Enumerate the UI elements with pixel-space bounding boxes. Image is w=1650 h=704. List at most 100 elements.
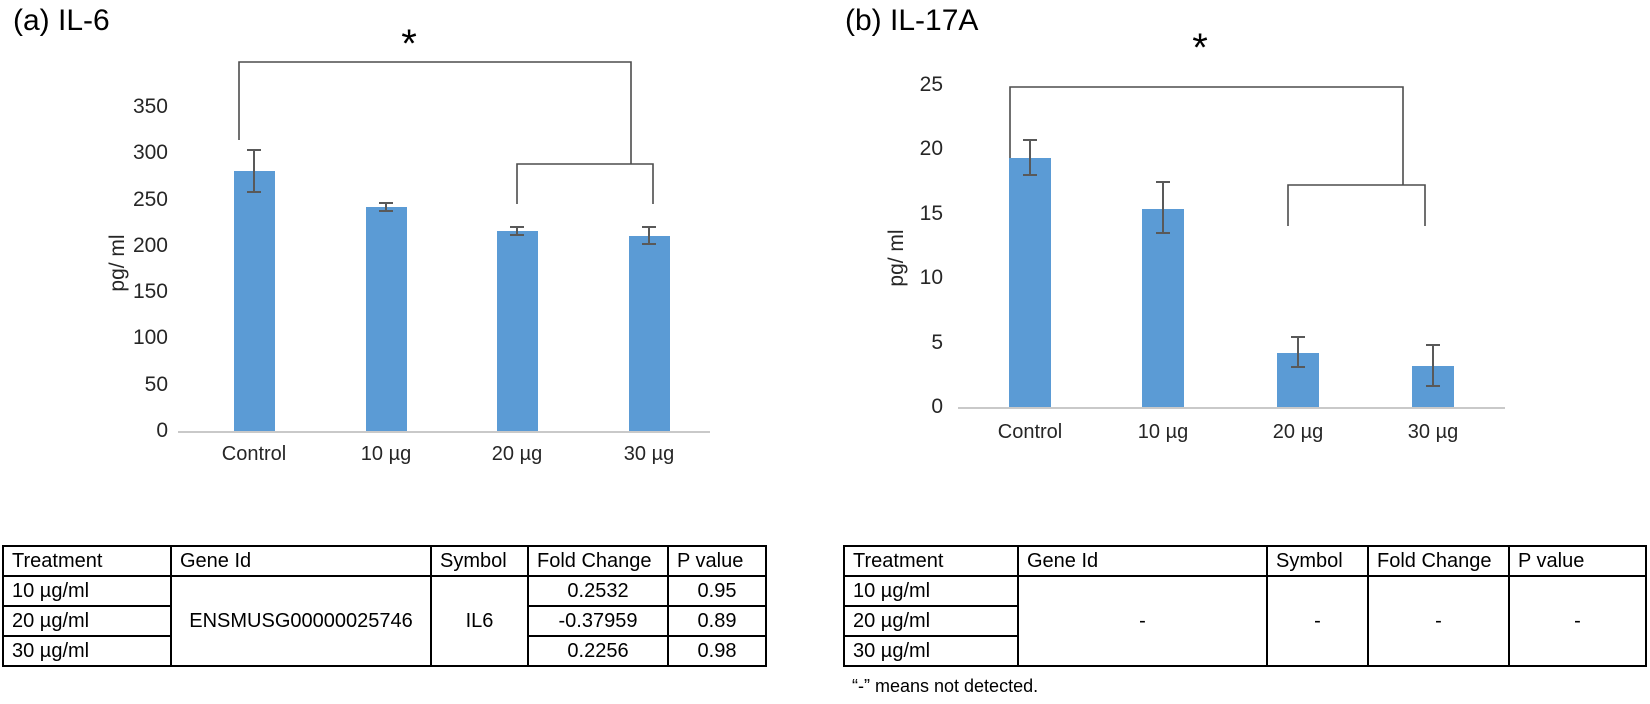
p-value-cell: 0.98 [667, 635, 767, 667]
col-header-symbol: Symbol [1266, 545, 1369, 577]
fold-change-cell: - [1367, 575, 1510, 667]
treatment-cell: 10 µg/ml [843, 575, 1019, 607]
error-bar [648, 227, 650, 244]
gene-id-cell: - [1017, 575, 1268, 667]
col-header-gene-id: Gene Id [170, 545, 432, 577]
error-bar [1432, 345, 1434, 387]
col-header-fold-change: Fold Change [527, 545, 669, 577]
fold-change-cell: 0.2532 [527, 575, 669, 607]
table-row: 10 µg/ml ENSMUSG00000025746 IL6 0.2532 0… [2, 575, 767, 667]
y-tick-label: 5 [931, 330, 943, 354]
significance-bracket-line [1287, 184, 1426, 226]
p-value-cell: 0.95 [667, 575, 767, 607]
error-bar-cap [1426, 385, 1440, 388]
table-header-row: Treatment Gene Id Symbol Fold Change P v… [843, 545, 1647, 577]
error-bar [253, 149, 255, 193]
error-bar-cap [1156, 232, 1170, 235]
significance-bracket-line [516, 163, 654, 204]
y-tick-label: 350 [132, 95, 168, 118]
error-bar [1162, 181, 1164, 234]
x-category-label: 10 µg [360, 443, 412, 465]
significance-bracket-line [1009, 86, 1404, 185]
y-tick-label: 100 [132, 326, 168, 350]
bar [628, 235, 670, 431]
error-bar-cap [1023, 139, 1037, 142]
col-header-symbol: Symbol [430, 545, 529, 577]
y-tick-label: 20 [919, 137, 943, 161]
significance-bracket-line [238, 61, 632, 164]
col-header-treatment: Treatment [843, 545, 1019, 577]
error-bar-cap [1291, 336, 1305, 339]
error-bar-cap [379, 202, 393, 205]
bar [1009, 158, 1051, 407]
x-category-label: 30 µg [623, 443, 675, 465]
y-tick-label: 300 [132, 141, 168, 165]
error-bar-cap [1426, 344, 1440, 347]
symbol-cell: IL6 [430, 575, 529, 667]
p-value-cell: - [1508, 575, 1647, 667]
error-bar-cap [1156, 180, 1170, 183]
bar [1142, 208, 1184, 407]
x-category-label: Control [997, 421, 1063, 443]
y-tick-label: 0 [156, 419, 168, 442]
y-tick-label: 200 [132, 233, 168, 257]
symbol-cell: - [1266, 575, 1369, 667]
treatment-cell: 20 µg/ml [843, 605, 1019, 637]
table-row: 30 µg/ml [843, 635, 1646, 667]
error-bar-cap [247, 191, 261, 194]
col-header-treatment: Treatment [2, 545, 172, 577]
p-value-cell: 0.89 [667, 605, 767, 637]
col-header-fold-change: Fold Change [1367, 545, 1510, 577]
error-bar-cap [1023, 174, 1037, 177]
treatment-cell: 30 µg/ml [2, 635, 172, 667]
gene-id-cell: ENSMUSG00000025746 [170, 575, 432, 667]
error-bar-cap [642, 226, 656, 229]
table-row: 10 µg/ml - - - - [843, 575, 1647, 667]
error-bar-cap [510, 226, 524, 229]
treatment-cell: 20 µg/ml [2, 605, 172, 637]
error-bar-cap [379, 209, 393, 212]
x-category-label: 30 µg [1407, 421, 1459, 443]
il17a-results-table: Treatment Gene Id Symbol Fold Change P v… [843, 545, 1647, 667]
y-tick-label: 10 [919, 266, 943, 290]
bar [233, 170, 275, 431]
x-category-label: 20 µg [1272, 421, 1324, 443]
x-category-label: Control [221, 443, 287, 465]
y-tick-label: 150 [132, 280, 168, 304]
error-bar [516, 227, 518, 235]
x-axis-line [958, 407, 1505, 409]
fold-change-cell: 0.2256 [527, 635, 669, 667]
error-bar [385, 203, 387, 211]
fold-change-cell: -0.37959 [527, 605, 669, 637]
col-header-gene-id: Gene Id [1017, 545, 1268, 577]
table-row: 30 µg/ml 0.2256 0.98 [2, 635, 767, 667]
table-header-row: Treatment Gene Id Symbol Fold Change P v… [2, 545, 767, 577]
error-bar-cap [247, 148, 261, 151]
y-tick-label: 25 [919, 73, 943, 96]
significance-star-b: * [1192, 26, 1208, 70]
col-header-p-value: P value [667, 545, 767, 577]
error-bar-cap [1291, 366, 1305, 369]
x-axis-line [178, 431, 710, 433]
treatment-cell: 30 µg/ml [843, 635, 1019, 667]
panel-b-title: (b) IL-17A [845, 4, 979, 37]
panel-a-title: (a) IL-6 [13, 4, 110, 37]
significance-star-a: * [401, 22, 417, 66]
bar [365, 206, 407, 431]
y-tick-label: 15 [919, 201, 943, 225]
x-category-label: 10 µg [1137, 421, 1189, 443]
error-bar [1297, 337, 1299, 368]
y-tick-label: 250 [132, 187, 168, 211]
error-bar-cap [510, 233, 524, 236]
il6-results-table: Treatment Gene Id Symbol Fold Change P v… [2, 545, 767, 667]
treatment-cell: 10 µg/ml [2, 575, 172, 607]
error-bar [1029, 140, 1031, 176]
error-bar-cap [642, 243, 656, 245]
x-category-label: 20 µg [491, 443, 543, 465]
bar [496, 231, 538, 431]
footnote: “-” means not detected. [852, 676, 1039, 696]
y-tick-label: 50 [144, 372, 168, 396]
table-row: 20 µg/ml [843, 605, 1646, 637]
table-row: 20 µg/ml -0.37959 0.89 [2, 605, 767, 637]
